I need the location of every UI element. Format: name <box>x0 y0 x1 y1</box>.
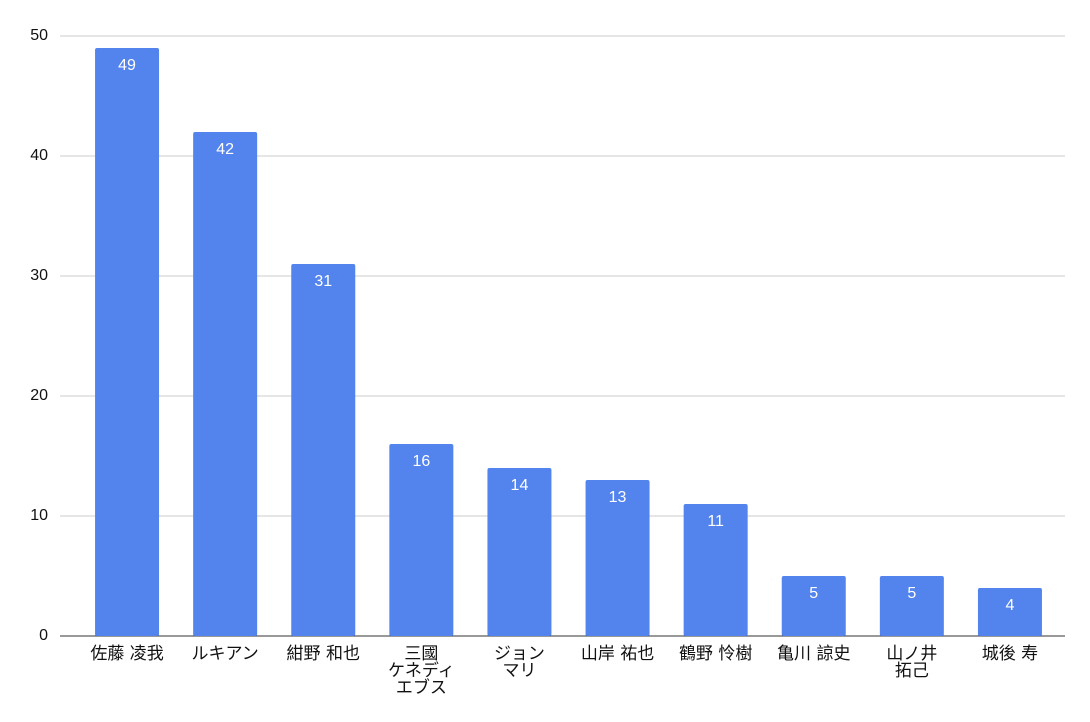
x-tick-label: 山岸 祐也 <box>580 644 655 664</box>
y-tick-label: 20 <box>30 387 48 404</box>
bar <box>193 132 258 636</box>
y-tick-label: 30 <box>30 267 48 284</box>
y-tick-label: 50 <box>30 27 48 44</box>
value-label: 49 <box>118 57 136 74</box>
x-tick-label: 亀川 諒史 <box>777 644 851 664</box>
y-tick-label: 40 <box>30 147 48 164</box>
x-tick-label: 三國 ケネディ エブス <box>387 644 455 698</box>
y-tick-label: 0 <box>39 627 48 644</box>
value-label: 42 <box>216 141 234 158</box>
bar <box>585 480 650 636</box>
value-label: 14 <box>511 477 529 494</box>
bar <box>389 444 454 636</box>
x-tick-label: 鶴野 怜樹 <box>678 644 753 664</box>
x-tick-label: 紺野 和也 <box>286 644 360 664</box>
y-tick-label: 10 <box>30 507 48 524</box>
bar <box>977 588 1042 636</box>
value-label: 5 <box>907 585 916 602</box>
value-label: 13 <box>609 489 627 506</box>
x-tick-label: 山ノ井 拓己 <box>886 644 938 681</box>
bar <box>487 468 552 636</box>
value-label: 4 <box>1005 597 1014 614</box>
value-label: 11 <box>707 513 724 530</box>
x-tick-label: ジョン マリ <box>493 644 545 681</box>
value-label: 5 <box>809 585 818 602</box>
bar <box>879 576 944 636</box>
bar <box>683 504 748 636</box>
bar <box>781 576 846 636</box>
bar <box>291 264 356 636</box>
x-tick-label: ルキアン <box>191 644 259 664</box>
x-tick-label: 佐藤 凌我 <box>90 644 164 664</box>
value-label: 31 <box>314 273 332 290</box>
x-tick-label: 城後 寿 <box>981 644 1039 664</box>
bar <box>95 48 160 636</box>
value-label: 16 <box>412 453 430 470</box>
